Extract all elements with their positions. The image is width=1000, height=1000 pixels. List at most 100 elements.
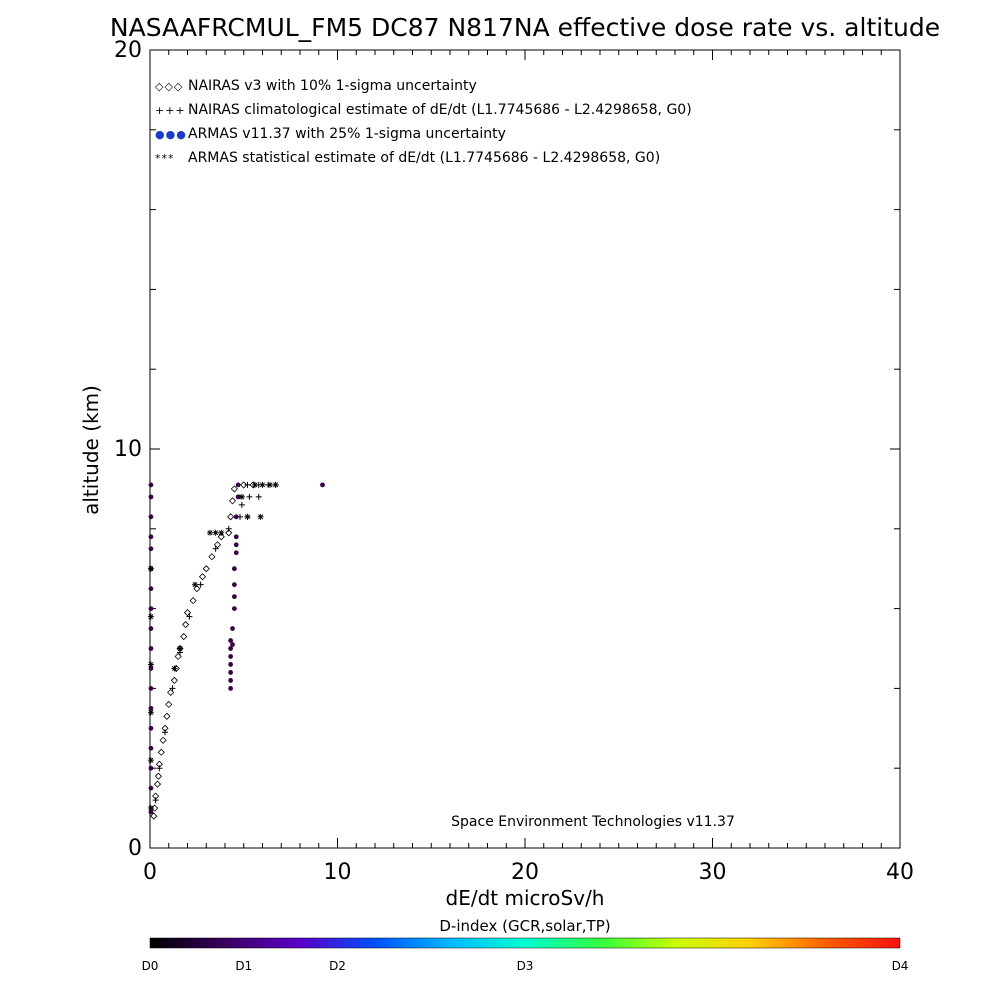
nairas-v3-point — [163, 712, 171, 720]
legend-label: ARMAS statistical estimate of dE/dt (L1.… — [188, 150, 660, 166]
nairas-v3-point — [165, 700, 173, 708]
legend-label: ARMAS v11.37 with 25% 1-sigma uncertaint… — [188, 126, 506, 142]
y-tick-label: 10 — [114, 437, 142, 462]
nairas-climatological-point — [162, 729, 168, 736]
armas-point — [228, 678, 234, 683]
armas-point — [230, 626, 235, 631]
nairas-climatological-point — [169, 685, 176, 692]
armas-point — [148, 606, 154, 611]
armas-point — [228, 686, 234, 691]
nairas-climatological-point — [186, 613, 193, 620]
nairas-climatological-point — [152, 797, 159, 804]
armas-point — [148, 514, 154, 520]
armas-point — [228, 654, 234, 659]
nairas-v3-point — [159, 736, 167, 744]
armas-point — [148, 586, 154, 592]
armas-point — [148, 494, 154, 500]
nairas-climatological-point — [255, 493, 262, 500]
x-tick-label: 0 — [143, 860, 157, 885]
nairas-v3-point — [183, 609, 192, 617]
armas-statistical-point — [272, 481, 279, 488]
armas-point — [148, 725, 154, 731]
armas-point — [230, 642, 235, 647]
nairas-v3-point — [213, 541, 222, 549]
armas-point — [228, 670, 234, 675]
legend-marker: ●●● — [155, 128, 187, 141]
nairas-v3-point — [228, 497, 237, 505]
armas-point — [233, 514, 239, 520]
armas-point — [228, 662, 234, 667]
armas-statistical-point — [212, 529, 219, 536]
nairas-climatological-point — [225, 525, 232, 532]
armas-statistical-point — [267, 481, 273, 488]
nairas-v3-point — [180, 632, 188, 641]
armas-point — [228, 646, 234, 651]
plot-frame — [149, 49, 901, 849]
armas-point — [148, 765, 154, 771]
colorbar-label: D-index (GCR,solar,TP) — [439, 917, 610, 935]
nairas-climatological-point — [244, 481, 251, 488]
armas-statistical-point — [147, 565, 154, 572]
armas-point — [233, 542, 239, 548]
armas-point — [233, 550, 239, 556]
legend: ◇◇◇ NAIRAS v3 with 10% 1-sigma uncertaint… — [155, 78, 692, 166]
armas-point — [148, 705, 154, 711]
nairas-v3-point — [170, 676, 178, 684]
armas-statistical-point — [218, 529, 225, 536]
legend-marker: ◇◇◇ — [155, 80, 183, 93]
armas-point — [231, 606, 237, 611]
legend-marker: *** — [155, 152, 175, 165]
nairas-v3-point — [189, 597, 197, 605]
colorbar-tick-label: D0 — [142, 959, 159, 973]
nairas-v3-point — [230, 485, 238, 493]
armas-point — [148, 546, 154, 552]
armas-statistical-point — [259, 481, 266, 488]
armas-statistical-point — [207, 529, 213, 536]
armas-statistical-point — [192, 581, 198, 588]
legend-label: NAIRAS climatological estimate of dE/dt … — [188, 102, 692, 118]
armas-point — [148, 809, 154, 815]
armas-point — [231, 582, 237, 588]
nairas-v3-point — [198, 573, 207, 581]
armas-point — [320, 482, 325, 488]
nairas-v3-point — [154, 772, 163, 780]
armas-statistical-point — [147, 613, 154, 620]
nairas-climatological-point — [238, 501, 245, 508]
colorbar-ticks: D0 D1 D2 D3 D4 — [142, 959, 909, 973]
armas-statistical-point — [147, 805, 154, 812]
nairas-v3-point — [182, 620, 190, 629]
armas-statistical-point — [257, 513, 264, 520]
colorbar-tick-label: D3 — [517, 959, 534, 973]
armas-point — [148, 785, 154, 791]
armas-point — [148, 686, 154, 691]
nairas-v3-point — [157, 748, 165, 756]
armas-point — [148, 646, 154, 651]
nairas-v3-point — [208, 553, 216, 561]
colorbar — [149, 937, 901, 949]
axis-ticks — [149, 49, 901, 849]
x-tick-label: 10 — [324, 860, 352, 885]
legend-label: NAIRAS v3 with 10% 1-sigma uncertainty — [188, 78, 477, 94]
armas-statistical-point — [238, 493, 245, 500]
nairas-climatological-point — [246, 493, 253, 500]
y-tick-labels: 0 10 20 — [114, 38, 142, 861]
armas-point — [228, 638, 234, 643]
x-tick-labels: 0 10 20 30 40 — [143, 860, 914, 885]
nairas-v3-point — [225, 529, 233, 537]
armas-statistical-point — [177, 645, 183, 652]
armas-point — [233, 534, 239, 540]
x-tick-label: 40 — [886, 860, 914, 885]
armas-statistical-point — [147, 661, 154, 668]
armas-point — [148, 745, 154, 751]
credit-text: Space Environment Technologies v11.37 — [451, 814, 735, 830]
armas-point — [235, 482, 241, 488]
colorbar-tick-label: D2 — [329, 959, 346, 973]
x-axis-label: dE/dt microSv/h — [446, 886, 605, 910]
data-points — [147, 481, 325, 820]
armas-statistical-point — [244, 513, 251, 520]
nairas-v3-point — [240, 481, 248, 489]
colorbar-tick-label: D4 — [892, 959, 909, 973]
y-axis-label: altitude (km) — [79, 385, 103, 515]
x-tick-label: 30 — [699, 860, 727, 885]
